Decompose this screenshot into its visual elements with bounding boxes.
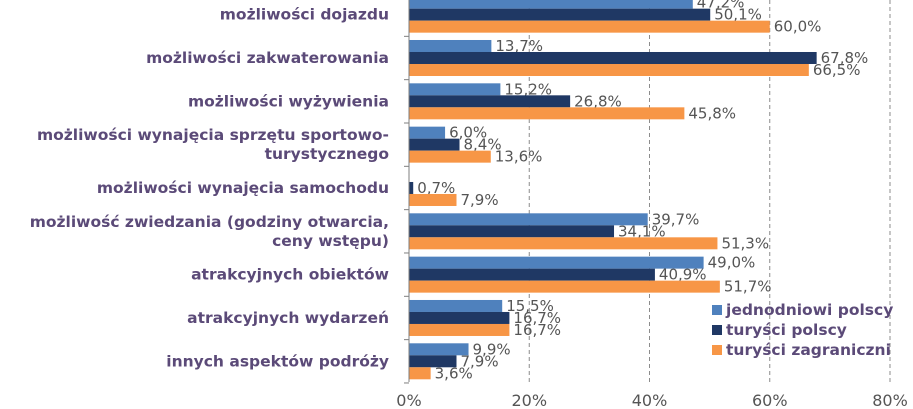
- bar: [409, 126, 446, 139]
- category-label: możliwości wyżywienia: [188, 92, 389, 110]
- bar: [409, 225, 615, 238]
- bar: [409, 39, 492, 52]
- bar: [409, 213, 648, 226]
- data-label: 50,1%: [714, 6, 762, 24]
- bar: [409, 323, 510, 336]
- category-label: innych aspektów podróży: [166, 352, 389, 370]
- data-label: 7,9%: [460, 352, 498, 370]
- category-label: atrakcyjnych wydarzeń: [187, 309, 389, 327]
- data-label: 26,8%: [574, 92, 622, 110]
- data-label: 16,7%: [513, 321, 561, 339]
- legend-swatch: [712, 345, 722, 355]
- x-tick-label: 80%: [872, 391, 908, 409]
- category-label: możliwość zwiedzania (godziny otwarcia,: [30, 213, 389, 231]
- bar: [409, 150, 491, 163]
- bar: [409, 138, 460, 151]
- data-label: 67,8%: [821, 49, 869, 67]
- data-label: 39,7%: [652, 210, 700, 228]
- category-label: możliwości dojazdu: [220, 6, 389, 24]
- data-label: 7,9%: [460, 191, 498, 209]
- bar: [409, 343, 469, 356]
- legend-label: turyści zagraniczni: [726, 341, 891, 359]
- bar: [409, 367, 431, 380]
- category-label: ceny wstępu): [272, 232, 389, 250]
- data-label: 45,8%: [688, 104, 736, 122]
- bar: [409, 280, 720, 293]
- category-label: atrakcyjnych obiektów: [191, 266, 389, 284]
- data-label: 13,6%: [495, 148, 543, 166]
- data-label: 6,0%: [449, 124, 487, 142]
- data-label: 66,5%: [813, 61, 861, 79]
- bar: [409, 299, 503, 312]
- bar: [409, 237, 718, 250]
- data-label: 9,9%: [473, 340, 511, 358]
- x-tick-label: 40%: [632, 391, 668, 409]
- legend-label: turyści polscy: [726, 321, 847, 339]
- data-label: 49,0%: [708, 254, 756, 272]
- category-label: turystycznego: [265, 145, 389, 163]
- bar: [409, 256, 704, 269]
- bar: [409, 107, 685, 120]
- bar: [409, 95, 571, 108]
- legend-label: jednodniowi polscy: [725, 301, 893, 319]
- data-label: 34,1%: [618, 222, 666, 240]
- data-label: 13,7%: [495, 37, 543, 55]
- bar: [409, 268, 655, 281]
- bar: [409, 8, 711, 21]
- data-label: 40,9%: [659, 266, 707, 284]
- data-label: 51,3%: [721, 234, 769, 252]
- bar: [409, 20, 770, 33]
- x-tick-label: 60%: [752, 391, 788, 409]
- bar: [409, 0, 693, 9]
- data-label: 3,6%: [435, 364, 473, 382]
- bar: [409, 181, 414, 194]
- data-label: 51,7%: [724, 278, 772, 296]
- x-tick-label: 0%: [396, 391, 421, 409]
- data-label: 8,4%: [464, 136, 502, 154]
- legend-swatch: [712, 325, 722, 335]
- category-label: możliwości wynajęcia sprzętu sportowo-: [37, 126, 389, 144]
- bar: [409, 193, 457, 206]
- data-label: 15,2%: [504, 80, 552, 98]
- x-tick-label: 20%: [511, 391, 547, 409]
- legend-swatch: [712, 305, 722, 315]
- data-label: 0,7%: [417, 179, 455, 197]
- bar: [409, 311, 510, 324]
- category-label: możliwości zakwaterowania: [146, 49, 389, 67]
- data-label: 16,7%: [513, 309, 561, 327]
- bar: [409, 51, 817, 64]
- bar: [409, 83, 501, 96]
- bar: [409, 355, 457, 368]
- data-label: 15,5%: [506, 297, 554, 315]
- category-label: możliwości wynajęcia samochodu: [97, 179, 389, 197]
- data-label: 47,2%: [697, 0, 745, 12]
- bar: [409, 63, 809, 76]
- data-label: 60,0%: [774, 18, 822, 36]
